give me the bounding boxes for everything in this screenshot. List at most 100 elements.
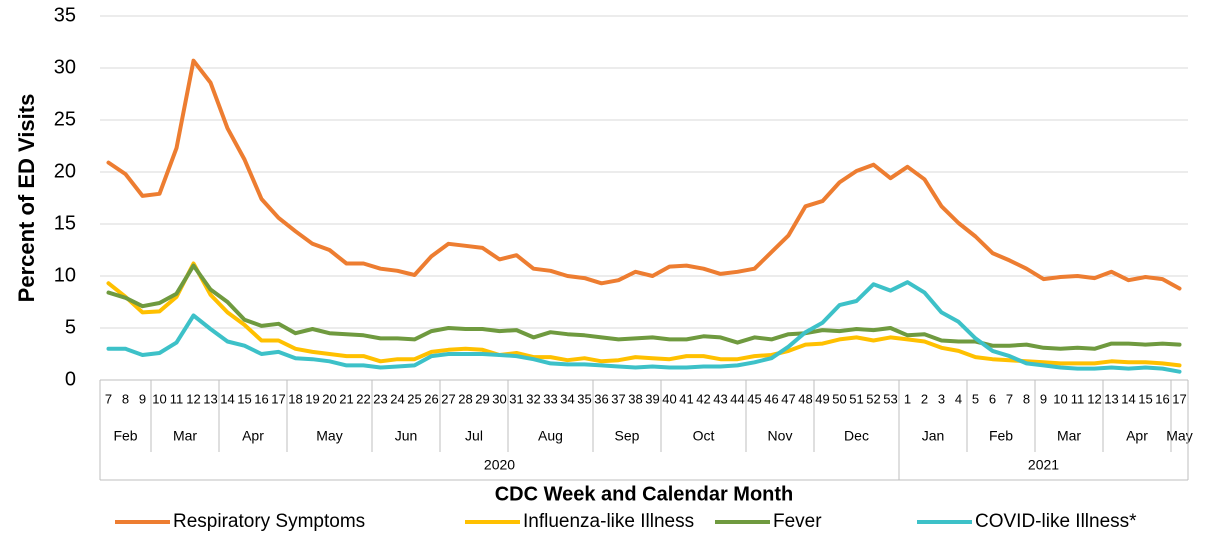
x-tick-label: 15 xyxy=(237,391,251,406)
y-tick-label: 5 xyxy=(65,316,76,338)
x-tick-label: 5 xyxy=(972,391,979,406)
x-tick-label: 33 xyxy=(543,391,557,406)
series-line xyxy=(106,280,1182,374)
x-tick-label: 22 xyxy=(356,391,370,406)
x-tick-label: 8 xyxy=(1023,391,1030,406)
x-tick-label: 29 xyxy=(475,391,489,406)
x-tick-label: 10 xyxy=(1053,391,1067,406)
month-label: Nov xyxy=(768,428,793,444)
x-tick-label: 43 xyxy=(713,391,727,406)
x-tick-label: 13 xyxy=(203,391,217,406)
year-label: 2021 xyxy=(1028,457,1059,473)
x-tick-label: 45 xyxy=(747,391,761,406)
y-tick-label: 20 xyxy=(54,160,76,182)
x-tick-label: 34 xyxy=(560,391,574,406)
legend-label: Fever xyxy=(773,511,822,532)
x-tick-label: 17 xyxy=(1172,391,1186,406)
x-tick-label: 37 xyxy=(611,391,625,406)
x-tick-label: 44 xyxy=(730,391,744,406)
x-tick-label: 48 xyxy=(798,391,812,406)
x-tick-label: 9 xyxy=(1040,391,1047,406)
x-tick-label: 53 xyxy=(883,391,897,406)
x-tick-label: 38 xyxy=(628,391,642,406)
x-tick-label: 13 xyxy=(1104,391,1118,406)
x-tick-label: 42 xyxy=(696,391,710,406)
x-tick-label: 16 xyxy=(1155,391,1169,406)
x-tick-label: 16 xyxy=(254,391,268,406)
x-tick-label: 14 xyxy=(1121,391,1135,406)
x-tick-label: 2 xyxy=(921,391,928,406)
x-tick-label: 4 xyxy=(955,391,962,406)
x-tick-label: 25 xyxy=(407,391,421,406)
x-tick-label: 36 xyxy=(594,391,608,406)
month-label: Feb xyxy=(113,428,137,444)
x-tick-label: 32 xyxy=(526,391,540,406)
x-tick-label: 27 xyxy=(441,391,455,406)
series-line xyxy=(106,58,1182,291)
month-label: Jan xyxy=(922,428,945,444)
x-tick-label: 1 xyxy=(904,391,911,406)
series-line xyxy=(106,261,1182,368)
x-tick-label: 41 xyxy=(679,391,693,406)
x-tick-label: 11 xyxy=(170,391,184,406)
month-label: Dec xyxy=(844,428,869,444)
x-tick-label: 3 xyxy=(938,391,945,406)
year-label: 2020 xyxy=(484,457,515,473)
x-tick-label: 23 xyxy=(373,391,387,406)
x-tick-label: 14 xyxy=(220,391,234,406)
legend-label: Influenza-like Illness xyxy=(523,511,694,532)
x-tick-label: 21 xyxy=(339,391,353,406)
y-tick-label: 30 xyxy=(54,56,76,78)
x-tick-label: 12 xyxy=(186,391,200,406)
month-label: Jun xyxy=(395,428,418,444)
legend-label: Respiratory Symptoms xyxy=(173,511,365,532)
month-label: May xyxy=(1166,428,1192,444)
x-tick-label: 18 xyxy=(288,391,302,406)
month-label: Apr xyxy=(242,428,264,444)
y-tick-label: 15 xyxy=(54,212,76,234)
x-tick-label: 39 xyxy=(645,391,659,406)
month-label: Sep xyxy=(615,428,640,444)
x-tick-label: 31 xyxy=(509,391,523,406)
y-tick-label: 35 xyxy=(54,4,76,26)
x-tick-label: 50 xyxy=(832,391,846,406)
month-label: May xyxy=(316,428,342,444)
x-tick-label: 26 xyxy=(424,391,438,406)
x-tick-label: 52 xyxy=(866,391,880,406)
x-tick-label: 40 xyxy=(662,391,676,406)
x-tick-label: 51 xyxy=(849,391,863,406)
legend-label: COVID-like Illness* xyxy=(975,511,1137,532)
x-tick-label: 35 xyxy=(577,391,591,406)
x-tick-label: 20 xyxy=(322,391,336,406)
month-label: Feb xyxy=(989,428,1013,444)
x-tick-label: 15 xyxy=(1138,391,1152,406)
x-tick-label: 30 xyxy=(492,391,506,406)
x-axis-title: CDC Week and Calendar Month xyxy=(495,483,794,505)
x-tick-label: 46 xyxy=(764,391,778,406)
y-axis-title: Percent of ED Visits xyxy=(14,94,39,303)
month-label: Apr xyxy=(1126,428,1148,444)
x-tick-label: 19 xyxy=(305,391,319,406)
month-label: Mar xyxy=(173,428,197,444)
x-tick-label: 9 xyxy=(139,391,146,406)
x-tick-label: 11 xyxy=(1071,391,1085,406)
x-tick-label: 6 xyxy=(989,391,996,406)
series-line xyxy=(106,263,1182,351)
month-label: Jul xyxy=(465,428,483,444)
x-tick-label: 28 xyxy=(458,391,472,406)
x-tick-label: 10 xyxy=(152,391,166,406)
x-tick-label: 7 xyxy=(1006,391,1013,406)
x-tick-label: 8 xyxy=(122,391,129,406)
x-tick-label: 47 xyxy=(781,391,795,406)
x-tick-label: 49 xyxy=(815,391,829,406)
month-label: Aug xyxy=(538,428,563,444)
month-label: Mar xyxy=(1057,428,1081,444)
y-tick-label: 0 xyxy=(65,368,76,390)
y-tick-label: 10 xyxy=(54,264,76,286)
x-tick-label: 7 xyxy=(105,391,112,406)
x-tick-label: 17 xyxy=(271,391,285,406)
month-label: Oct xyxy=(693,428,715,444)
x-tick-label: 12 xyxy=(1087,391,1101,406)
y-tick-label: 25 xyxy=(54,108,76,130)
